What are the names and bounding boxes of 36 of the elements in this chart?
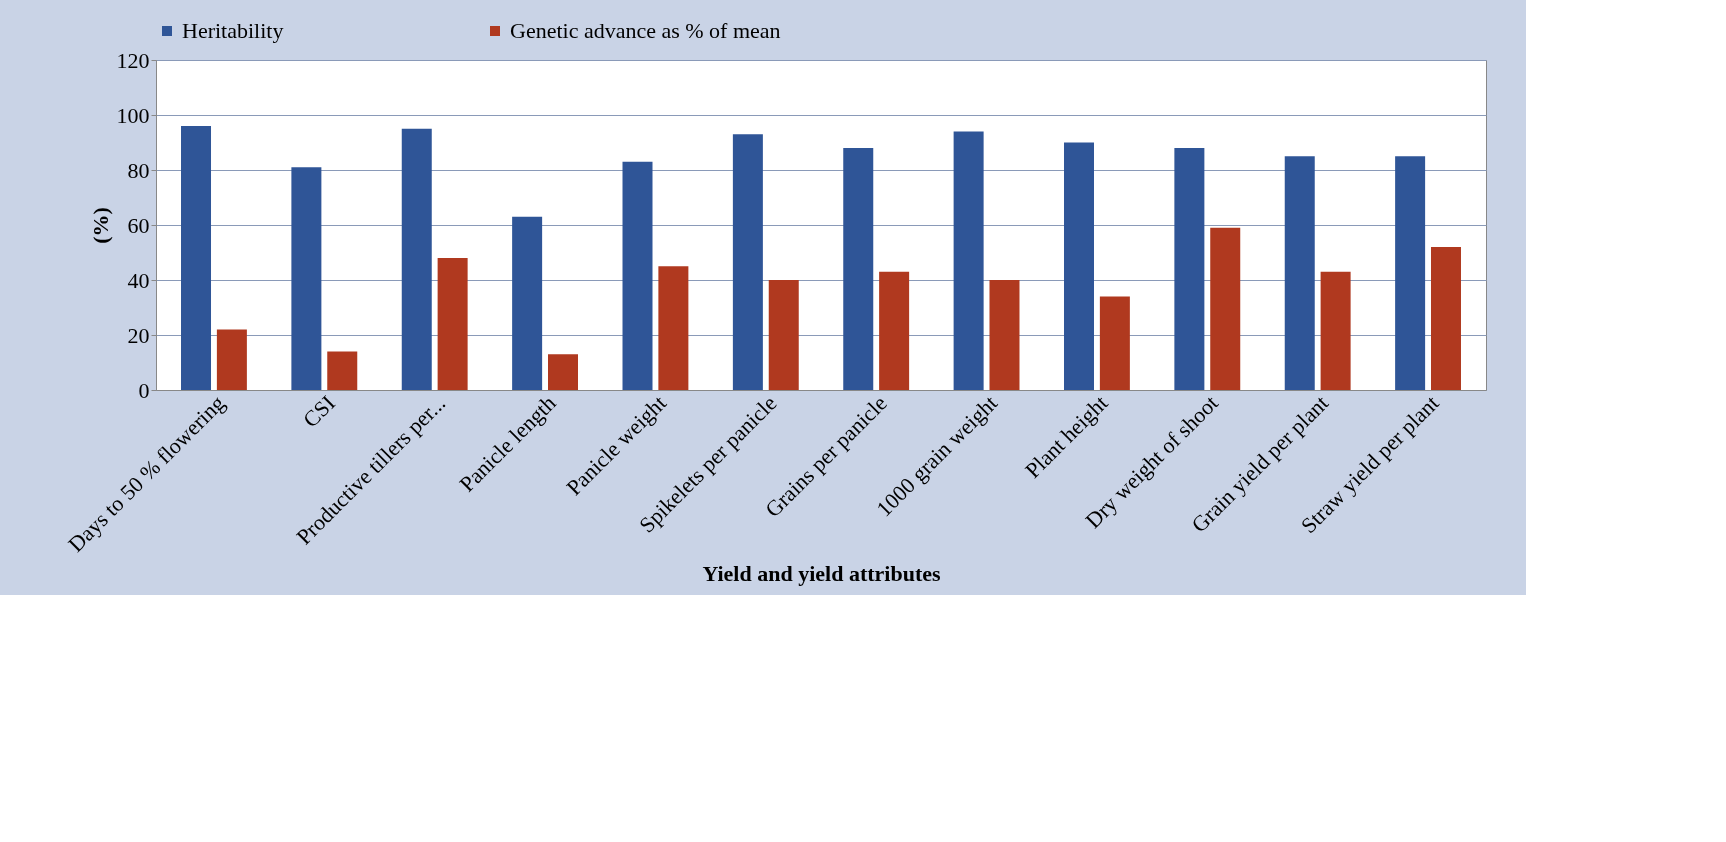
bar: [327, 351, 358, 390]
bar: [622, 161, 653, 390]
bar: [401, 128, 432, 390]
bar: [843, 148, 874, 390]
bar: [732, 134, 763, 390]
bar: [548, 354, 578, 390]
legend-label: Genetic advance as % of mean: [510, 18, 781, 43]
y-tick-label: 20: [127, 322, 150, 348]
y-tick-label: 80: [127, 157, 150, 183]
bar: [181, 126, 212, 390]
bar: [768, 280, 799, 390]
x-axis-title: Yield and yield attributes: [702, 560, 941, 586]
bar: [1174, 148, 1205, 390]
bar: [216, 329, 247, 390]
bar: [1099, 296, 1130, 390]
y-tick-label: 0: [138, 377, 150, 403]
bar: [512, 216, 543, 390]
bar: [1320, 271, 1351, 390]
y-tick-label: 120: [116, 47, 150, 73]
y-tick-label: 100: [116, 102, 150, 128]
legend-label: Heritability: [182, 18, 284, 43]
bar: [1064, 142, 1094, 390]
bar: [1395, 156, 1426, 390]
y-tick-label: 40: [127, 267, 150, 293]
y-tick-label: 60: [127, 212, 150, 238]
bar: [658, 266, 689, 390]
bar: [879, 271, 910, 390]
bar: [1430, 247, 1461, 390]
bar: [1210, 227, 1241, 390]
bar: [1284, 156, 1315, 390]
y-axis-title: (%): [87, 207, 113, 244]
bar: [989, 280, 1020, 390]
bar: [437, 258, 468, 390]
x-tick-label: CSI: [297, 390, 340, 433]
bar: [953, 131, 984, 390]
bar: [291, 167, 322, 390]
